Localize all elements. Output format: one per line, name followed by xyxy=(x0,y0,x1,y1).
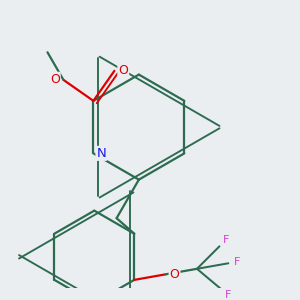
Text: F: F xyxy=(234,257,240,267)
Text: F: F xyxy=(223,235,229,245)
Text: F: F xyxy=(225,290,231,300)
Text: O: O xyxy=(50,73,60,86)
Text: O: O xyxy=(169,268,179,281)
Text: N: N xyxy=(97,147,106,160)
Text: O: O xyxy=(118,64,128,77)
